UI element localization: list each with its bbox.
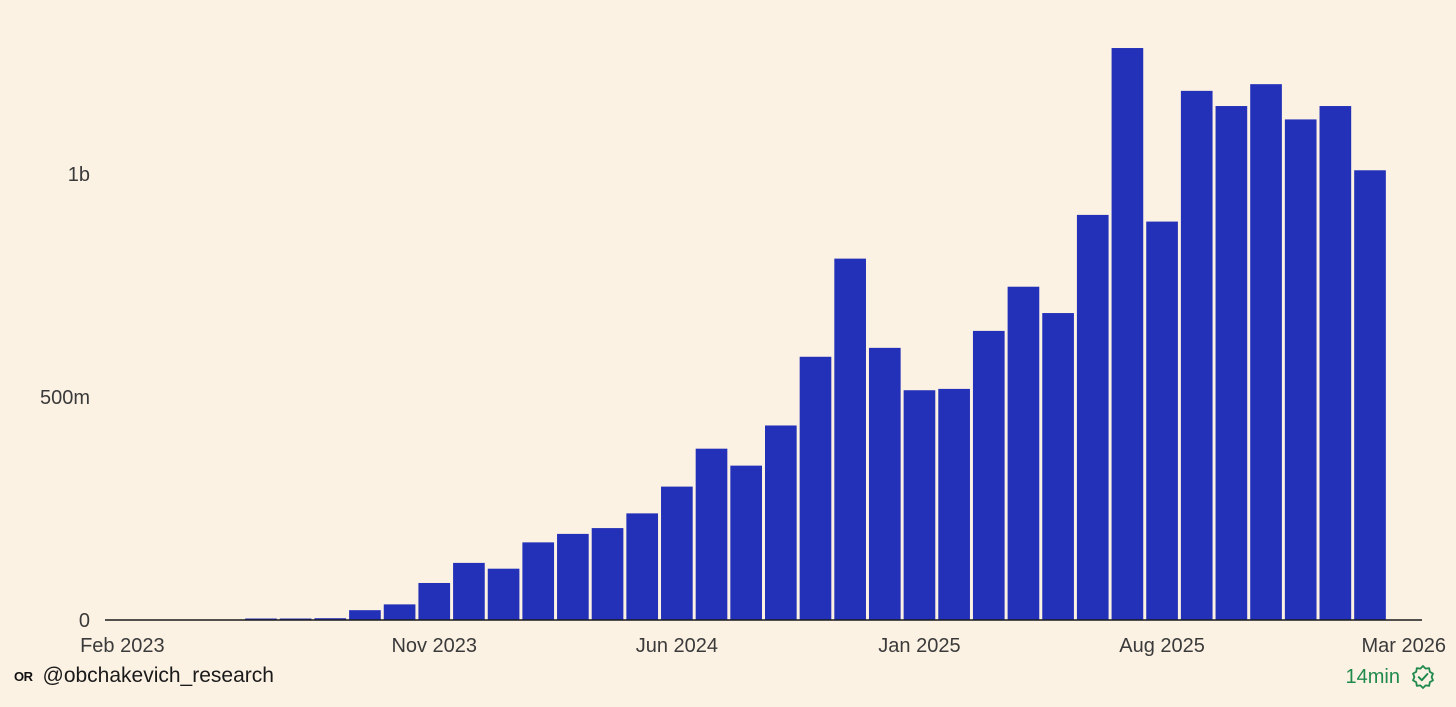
bar-mar-2025 xyxy=(972,330,1005,620)
bar-dec-2023 xyxy=(453,562,485,620)
bar-dec-2025 xyxy=(1284,119,1317,621)
bar-jan-2024 xyxy=(487,568,520,620)
bar-sep-2025 xyxy=(1180,90,1213,621)
attribution: OR @obchakevich_research xyxy=(14,664,274,688)
bar-sep-2024 xyxy=(765,425,797,620)
author-handle: @obchakevich_research xyxy=(42,664,274,687)
bar-aug-2025 xyxy=(1146,221,1178,620)
bar-jul-2024 xyxy=(695,448,728,620)
y-axis-ticks: 0 500m 1b xyxy=(40,164,90,632)
bar-jun-2025 xyxy=(1076,214,1109,620)
x-tick-label: Aug 2025 xyxy=(1119,635,1205,657)
bar-nov-2023 xyxy=(418,582,451,620)
x-tick-label: Mar 2026 xyxy=(1362,635,1447,657)
bar-apr-2025 xyxy=(1007,286,1040,620)
x-tick-label: Feb 2023 xyxy=(80,635,165,657)
bar-sep-2023 xyxy=(349,610,381,620)
bar-jan-2026 xyxy=(1319,106,1352,620)
bar-aug-2024 xyxy=(730,465,762,620)
bar-feb-2026 xyxy=(1354,170,1386,620)
x-axis-ticks: Feb 2023 Nov 2023 Jun 2024 Jan 2025 Aug 2025… xyxy=(80,635,1446,657)
bar-feb-2024 xyxy=(522,542,555,620)
bar-dec-2024 xyxy=(868,347,901,620)
bar-oct-2025 xyxy=(1215,106,1248,620)
bar-feb-2025 xyxy=(938,388,970,620)
y-tick-label: 1b xyxy=(68,164,90,186)
verified-badge-icon xyxy=(1412,665,1434,689)
bar-chart: 0 500m 1b Feb 2023 Nov 2023 Jun 2024 Jan 2025… xyxy=(40,48,1446,657)
bar-nov-2024 xyxy=(834,258,866,620)
x-tick-label: Nov 2023 xyxy=(391,635,477,657)
y-tick-label: 0 xyxy=(79,610,90,632)
bar-mar-2024 xyxy=(557,533,589,620)
bar-nov-2025 xyxy=(1250,84,1282,621)
bar-apr-2024 xyxy=(591,528,624,620)
y-tick-label: 500m xyxy=(40,387,90,409)
bar-jun-2024 xyxy=(661,486,693,620)
bar-jul-2025 xyxy=(1111,48,1144,620)
bar-oct-2023 xyxy=(383,604,416,620)
bars xyxy=(245,48,1386,621)
or-logo: OR xyxy=(14,668,33,684)
x-tick-label: Jan 2025 xyxy=(878,635,960,657)
bar-oct-2024 xyxy=(799,356,832,620)
data-freshness: 14min xyxy=(1346,664,1436,690)
bar-jan-2025 xyxy=(903,390,936,620)
freshness-label: 14min xyxy=(1345,665,1400,688)
bar-aug-2023 xyxy=(314,618,347,620)
x-tick-label: Jun 2024 xyxy=(636,635,718,657)
bar-may-2024 xyxy=(626,513,659,620)
bar-may-2025 xyxy=(1042,313,1074,620)
